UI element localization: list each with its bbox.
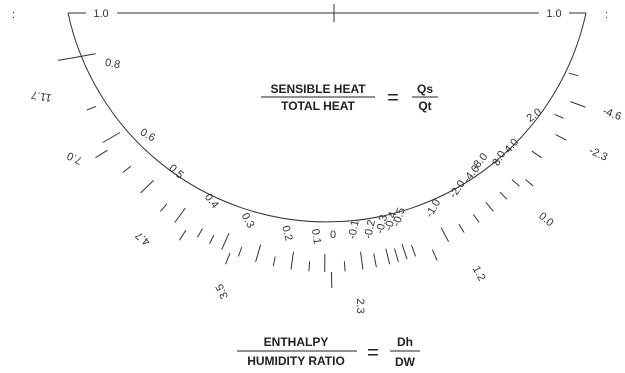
outer-label: -2.3 [587, 145, 609, 164]
inner-label: 2.0 [525, 106, 544, 125]
inner-label: 0.1 [309, 228, 323, 245]
tick-mark [485, 201, 494, 212]
tick-mark [174, 207, 186, 223]
tick-mark [221, 232, 230, 250]
tick-mark [525, 179, 534, 187]
tick-mark [290, 251, 294, 270]
protractor-arc [67, 12, 587, 223]
outer-label: 0.0 [536, 210, 555, 229]
tick-mark [225, 252, 231, 265]
humidity-ratio-label: HUMIDITY RATIO [247, 354, 345, 368]
tick-mark [373, 253, 377, 268]
inner-label: -0.4 [383, 210, 400, 232]
tick-mark [71, 53, 96, 59]
tick-mark [360, 251, 364, 270]
tick-mark [511, 179, 520, 187]
tick-mark [86, 105, 97, 111]
dw-symbol: DW [395, 355, 416, 369]
inner-label: -0.2 [362, 219, 378, 240]
tick-mark [272, 256, 276, 267]
tick-mark [237, 246, 243, 257]
tick-mark [343, 261, 346, 272]
tick-mark [531, 150, 542, 159]
enthalpy-equation: ENTHALPY HUMIDITY RATIO = Dh DW [237, 335, 420, 369]
tick-mark [122, 165, 132, 173]
top-label-left: 1.0 [93, 8, 108, 20]
equals-sign: = [387, 87, 399, 109]
dh-symbol: Dh [397, 335, 413, 349]
tick-mark [197, 228, 203, 238]
sensible-heat-label: SENSIBLE HEAT [270, 82, 366, 96]
tick-mark [394, 248, 399, 263]
tick-mark [411, 244, 417, 257]
top-label-right: 1.0 [546, 8, 561, 20]
inner-label: 0.5 [166, 162, 185, 181]
corner-mark-left: : [12, 9, 15, 21]
outer-label: 11.7 [30, 88, 52, 103]
qt-symbol: Qt [418, 99, 431, 113]
tick-mark [440, 227, 450, 242]
inner-label: -0.5 [391, 206, 408, 228]
inner-label: 0 [330, 229, 336, 241]
tick-mark [385, 248, 391, 265]
corner-mark-right: : [605, 9, 608, 21]
outer-label: 7.0 [65, 149, 84, 166]
sensible-heat-equation: SENSIBLE HEAT TOTAL HEAT = Qs Qt [261, 82, 438, 113]
total-heat-label: TOTAL HEAT [281, 99, 355, 113]
tick-mark [472, 214, 480, 223]
tick-mark [102, 132, 121, 143]
tick-mark [568, 72, 579, 77]
tick-mark [401, 243, 408, 260]
tick-mark [95, 149, 108, 159]
enthalpy-label: ENTHALPY [264, 335, 329, 349]
inner-label: -1.0 [423, 197, 443, 219]
outer-label: 4.7 [133, 229, 152, 248]
inner-label: 0.2 [279, 224, 295, 242]
tick-mark [570, 101, 586, 108]
tick-mark [431, 249, 438, 261]
tick-mark [458, 223, 465, 233]
inner-label: 0.8 [104, 57, 121, 71]
inner-label: -0.3 [374, 214, 390, 235]
tick-mark [208, 234, 215, 245]
outer-label: 2.3 [354, 298, 366, 313]
tick-mark [140, 180, 154, 194]
outer-label: 3.5 [214, 282, 231, 301]
tick-marks [58, 53, 586, 289]
inner-label: 0.4 [202, 191, 221, 210]
tick-mark [554, 113, 564, 119]
tick-mark [178, 229, 187, 241]
tick-mark [555, 134, 567, 141]
tick-mark [255, 244, 262, 263]
tick-mark [160, 203, 168, 212]
tick-mark [58, 57, 72, 61]
outer-label: -4.6 [601, 105, 623, 123]
tick-mark [499, 191, 508, 200]
equals-sign: = [367, 342, 379, 364]
outer-label: 1.2 [470, 264, 488, 283]
inner-label: -0.1 [346, 219, 361, 240]
tick-mark [308, 261, 311, 272]
inner-label: 0.3 [239, 211, 257, 230]
inner-label: 0.6 [138, 126, 157, 144]
qs-symbol: Qs [417, 82, 433, 96]
